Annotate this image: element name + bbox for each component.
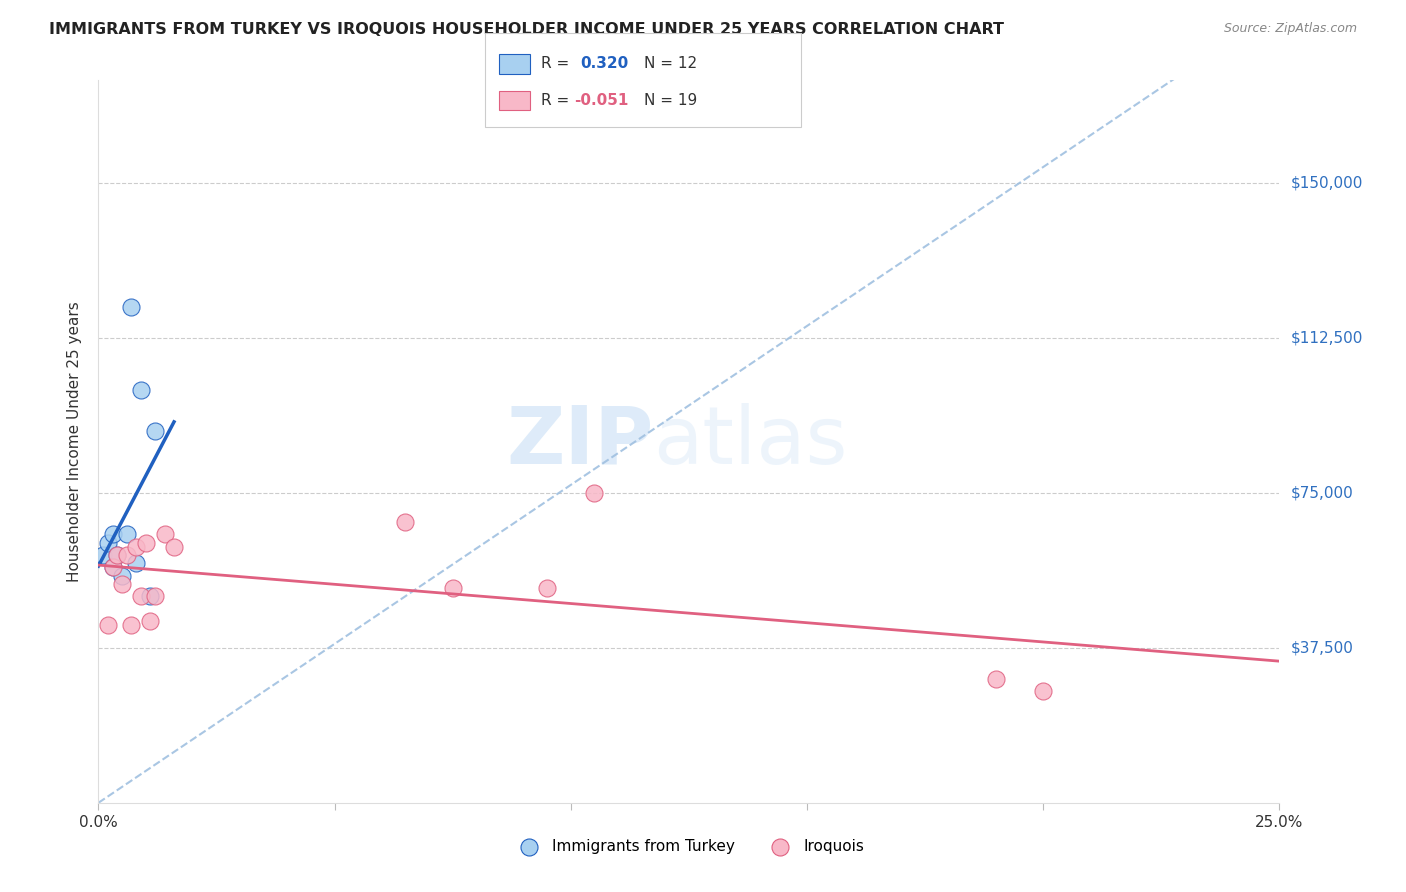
Point — [115, 548, 138, 562]
Text: $112,500: $112,500 — [1291, 331, 1362, 346]
Point — [143, 424, 166, 438]
Point — [984, 672, 1007, 686]
Text: IMMIGRANTS FROM TURKEY VS IROQUOIS HOUSEHOLDER INCOME UNDER 25 YEARS CORRELATION: IMMIGRANTS FROM TURKEY VS IROQUOIS HOUSE… — [49, 22, 1004, 37]
Point — [536, 581, 558, 595]
Point — [105, 548, 128, 562]
Text: 0.320: 0.320 — [581, 56, 628, 71]
Point — [583, 486, 606, 500]
Y-axis label: Householder Income Under 25 years: Householder Income Under 25 years — [67, 301, 83, 582]
Point — [101, 560, 124, 574]
Point — [135, 535, 157, 549]
Point — [129, 383, 152, 397]
Text: ZIP: ZIP — [506, 402, 654, 481]
Point — [115, 527, 138, 541]
Text: R =: R = — [541, 56, 579, 71]
Point — [139, 590, 162, 604]
Text: $37,500: $37,500 — [1291, 640, 1354, 656]
Point — [97, 535, 120, 549]
Text: N = 19: N = 19 — [644, 93, 697, 108]
Point — [111, 577, 134, 591]
Point — [91, 548, 114, 562]
Point — [441, 581, 464, 595]
Point — [97, 618, 120, 632]
Point — [139, 614, 162, 628]
Text: $75,000: $75,000 — [1291, 485, 1354, 500]
Point — [125, 557, 148, 571]
Legend: Immigrants from Turkey, Iroquois: Immigrants from Turkey, Iroquois — [508, 833, 870, 860]
Point — [129, 590, 152, 604]
Point — [394, 515, 416, 529]
Text: N = 12: N = 12 — [644, 56, 697, 71]
Point — [125, 540, 148, 554]
Text: Source: ZipAtlas.com: Source: ZipAtlas.com — [1223, 22, 1357, 36]
Text: R =: R = — [541, 93, 575, 108]
Point — [143, 590, 166, 604]
Point — [121, 301, 143, 315]
Text: $150,000: $150,000 — [1291, 176, 1362, 191]
Point — [101, 527, 124, 541]
Point — [111, 568, 134, 582]
Point — [121, 618, 143, 632]
Point — [101, 560, 124, 574]
Point — [1032, 684, 1054, 698]
Point — [163, 540, 186, 554]
Point — [105, 548, 128, 562]
Point — [153, 527, 176, 541]
Text: atlas: atlas — [654, 402, 848, 481]
Text: -0.051: -0.051 — [574, 93, 628, 108]
